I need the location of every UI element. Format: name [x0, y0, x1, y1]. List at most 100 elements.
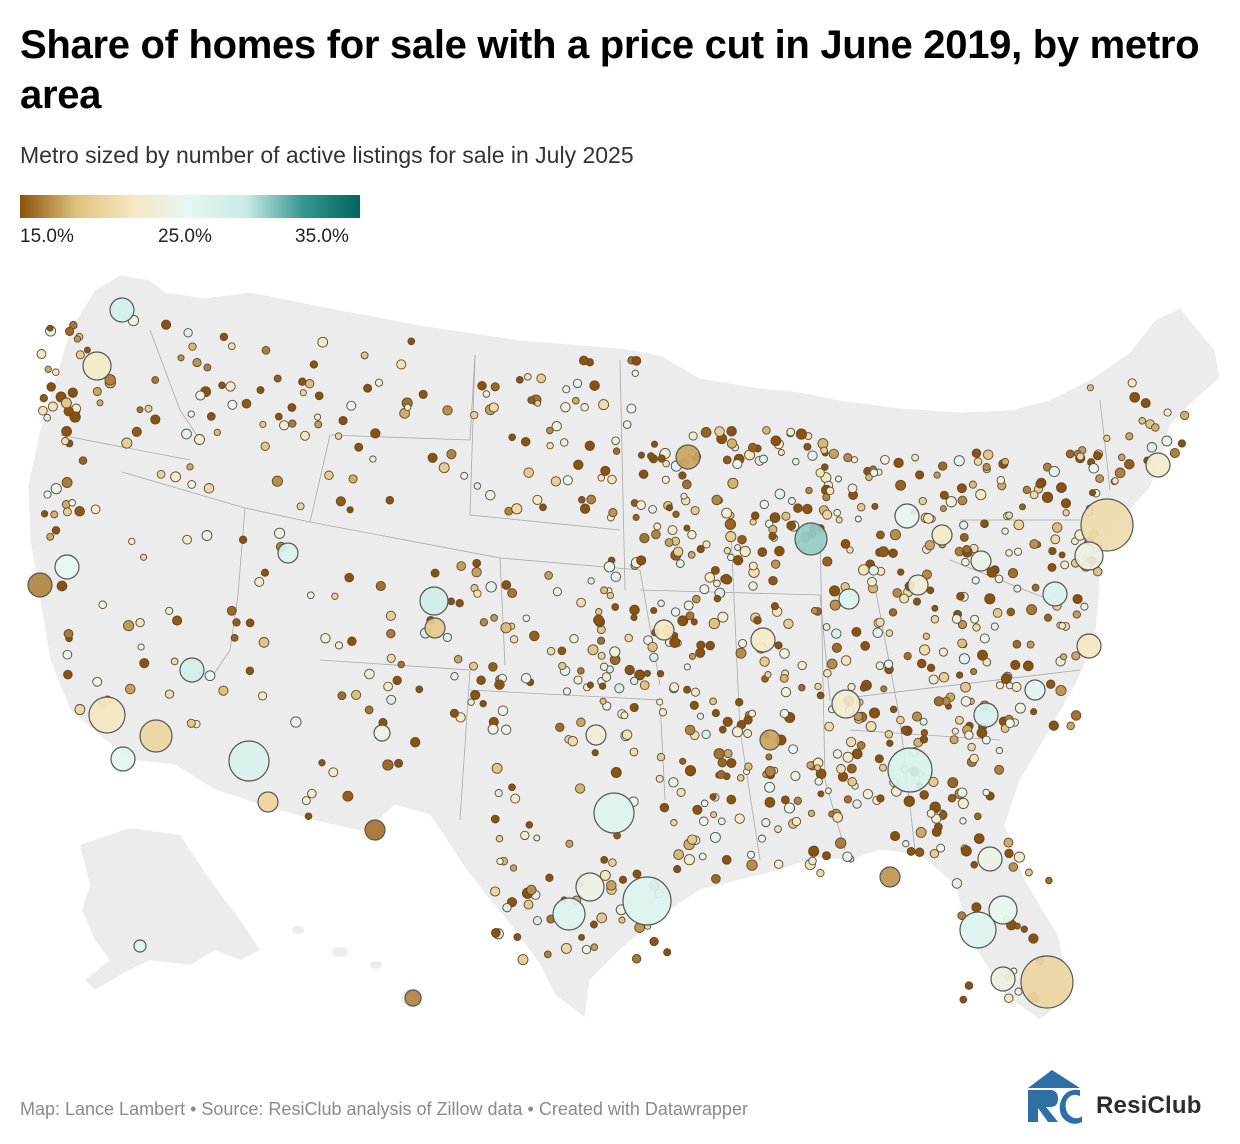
minor-metro-bubble: [232, 618, 241, 627]
minor-metro-bubble: [757, 834, 767, 843]
chart-footer: Map: Lance Lambert • Source: ResiClub an…: [20, 1099, 748, 1119]
minor-metro-bubble: [734, 813, 745, 824]
minor-metro-bubble: [46, 324, 54, 332]
metro-bubble-kansas-city: Kansas City: 21.5%: [653, 619, 675, 641]
minor-metro-bubble: [683, 600, 694, 611]
minor-metro-bubble: [1013, 922, 1021, 930]
minor-metro-bubble: [892, 588, 902, 598]
minor-metro-bubble: [786, 427, 796, 437]
minor-metro-bubble: [896, 715, 905, 725]
minor-metro-bubble: [651, 529, 661, 540]
minor-metro-bubble: [748, 709, 757, 718]
minor-metro-bubble: [919, 717, 928, 726]
minor-metro-bubble: [955, 671, 964, 679]
minor-metro-bubble: [256, 386, 265, 395]
minor-metro-bubble: [692, 594, 701, 604]
minor-metro-bubble: [959, 995, 968, 1004]
minor-metro-bubble: [305, 379, 315, 389]
minor-metro-bubble: [769, 512, 781, 523]
minor-metro-bubble: [846, 546, 854, 554]
minor-metro-bubble: [68, 499, 76, 507]
minor-metro-bubble: [816, 868, 825, 878]
minor-metro-bubble: [324, 470, 334, 481]
minor-metro-bubble: [1026, 640, 1035, 649]
minor-metro-bubble: [856, 741, 866, 750]
minor-metro-bubble: [1127, 378, 1137, 388]
minor-metro-bubble: [957, 620, 968, 630]
minor-metro-bubble: [964, 730, 974, 740]
minor-metro-bubble: [597, 636, 606, 645]
minor-metro-bubble: [847, 682, 856, 691]
minor-metro-bubble: [624, 633, 633, 643]
minor-metro-bubble: [574, 783, 586, 794]
minor-metro-bubble: [314, 391, 324, 401]
minor-metro-bubble: [956, 483, 967, 494]
minor-metro-bubble: [872, 627, 883, 638]
minor-metro-bubble: [727, 477, 739, 489]
minor-metro-bubble: [847, 483, 858, 494]
minor-metro-bubble: [726, 794, 737, 805]
minor-metro-bubble: [833, 508, 842, 517]
minor-metro-bubble: [630, 676, 639, 686]
minor-metro-bubble: [684, 765, 697, 777]
minor-metro-bubble: [328, 767, 339, 778]
minor-metro-bubble: [181, 428, 192, 440]
minor-metro-bubble: [170, 657, 179, 666]
minor-metro-bubble: [520, 672, 532, 684]
minor-metro-bubble: [1005, 682, 1014, 690]
minor-metro-bubble: [795, 428, 807, 440]
minor-metro-bubble: [473, 589, 482, 598]
minor-metro-bubble: [74, 704, 86, 715]
minor-metro-bubble: [673, 849, 684, 860]
minor-metro-bubble: [245, 666, 255, 676]
minor-metro-bubble: [814, 764, 821, 772]
minor-metro-bubble: [938, 647, 948, 657]
minor-metro-bubble: [161, 319, 172, 330]
minor-metro-bubble: [911, 711, 923, 722]
minor-metro-bubble: [1046, 679, 1056, 689]
minor-metro-bubble: [258, 691, 268, 701]
minor-metro-bubble: [317, 336, 329, 348]
minor-metro-bubble: [523, 372, 532, 381]
minor-metro-bubble: [900, 725, 910, 735]
minor-metro-bubble: [902, 840, 910, 848]
minor-metro-bubble: [960, 696, 972, 707]
minor-metro-bubble: [304, 812, 313, 820]
minor-metro-bubble: [485, 489, 496, 501]
minor-metro-bubble: [301, 796, 311, 806]
minor-metro-bubble: [254, 576, 265, 587]
minor-metro-bubble: [121, 437, 133, 449]
minor-metro-bubble: [608, 858, 617, 867]
minor-metro-bubble: [590, 943, 599, 952]
metro-bubble-pittsburgh: Pittsburgh: 22%: [931, 524, 953, 546]
minor-metro-bubble: [807, 809, 816, 818]
minor-metro-bubble: [490, 886, 501, 897]
minor-metro-bubble: [203, 483, 215, 494]
minor-metro-bubble: [951, 878, 963, 889]
minor-metro-bubble: [314, 413, 322, 421]
minor-metro-bubble: [488, 662, 498, 672]
metro-bubble-denver: Denver: 27.5%: [419, 586, 449, 616]
minor-metro-bubble: [490, 614, 498, 622]
minor-metro-bubble: [1060, 498, 1072, 509]
minor-metro-bubble: [823, 668, 832, 678]
minor-metro-bubble: [259, 420, 267, 428]
minor-metro-bubble: [1001, 457, 1010, 466]
minor-metro-bubble: [1007, 567, 1019, 579]
hawaii-island-3: [370, 961, 382, 969]
metro-bubble-dallas: Dallas: 26%: [593, 792, 635, 834]
minor-metro-bubble: [581, 944, 592, 955]
minor-metro-bubble: [897, 568, 905, 576]
minor-metro-bubble: [696, 640, 706, 650]
minor-metro-bubble: [195, 390, 206, 401]
minor-metro-bubble: [846, 763, 857, 774]
minor-metro-bubble: [622, 420, 632, 429]
minor-metro-bubble: [918, 496, 927, 506]
minor-metro-bubble: [135, 617, 145, 628]
minor-metro-bubble: [612, 447, 621, 455]
minor-metro-bubble: [843, 795, 852, 804]
minor-metro-bubble: [709, 793, 717, 801]
minor-metro-bubble: [994, 764, 1005, 775]
minor-metro-bubble: [774, 859, 784, 869]
minor-metro-bubble: [183, 328, 193, 338]
